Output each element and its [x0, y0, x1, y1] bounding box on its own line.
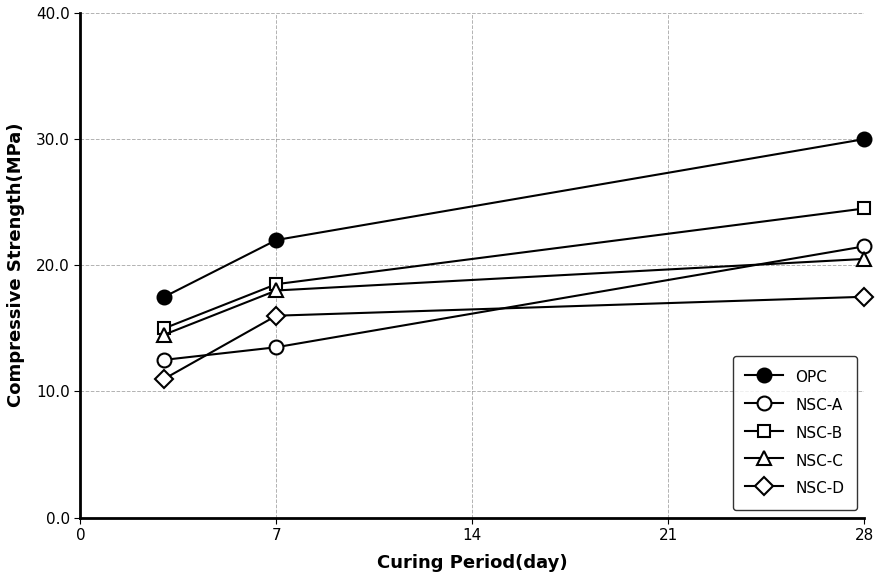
NSC-D	[159, 375, 170, 382]
NSC-C	[859, 255, 870, 262]
NSC-A	[271, 344, 282, 351]
NSC-B	[859, 205, 870, 212]
NSC-C	[271, 287, 282, 294]
NSC-B	[271, 281, 282, 288]
Legend: OPC, NSC-A, NSC-B, NSC-C, NSC-D: OPC, NSC-A, NSC-B, NSC-C, NSC-D	[733, 356, 857, 510]
OPC	[271, 237, 282, 244]
Line: NSC-A: NSC-A	[158, 239, 871, 367]
NSC-B	[159, 325, 170, 332]
Line: OPC: OPC	[158, 132, 871, 304]
Line: NSC-B: NSC-B	[158, 202, 870, 335]
OPC	[159, 294, 170, 301]
NSC-D	[271, 312, 282, 319]
NSC-C	[159, 331, 170, 338]
NSC-D	[859, 294, 870, 301]
X-axis label: Curing Period(day): Curing Period(day)	[377, 554, 567, 572]
NSC-A	[159, 356, 170, 363]
Y-axis label: Compressive Strength(MPa): Compressive Strength(MPa)	[7, 123, 25, 408]
NSC-A	[859, 243, 870, 250]
OPC	[859, 135, 870, 142]
Line: NSC-C: NSC-C	[158, 252, 871, 342]
Line: NSC-D: NSC-D	[158, 291, 870, 385]
